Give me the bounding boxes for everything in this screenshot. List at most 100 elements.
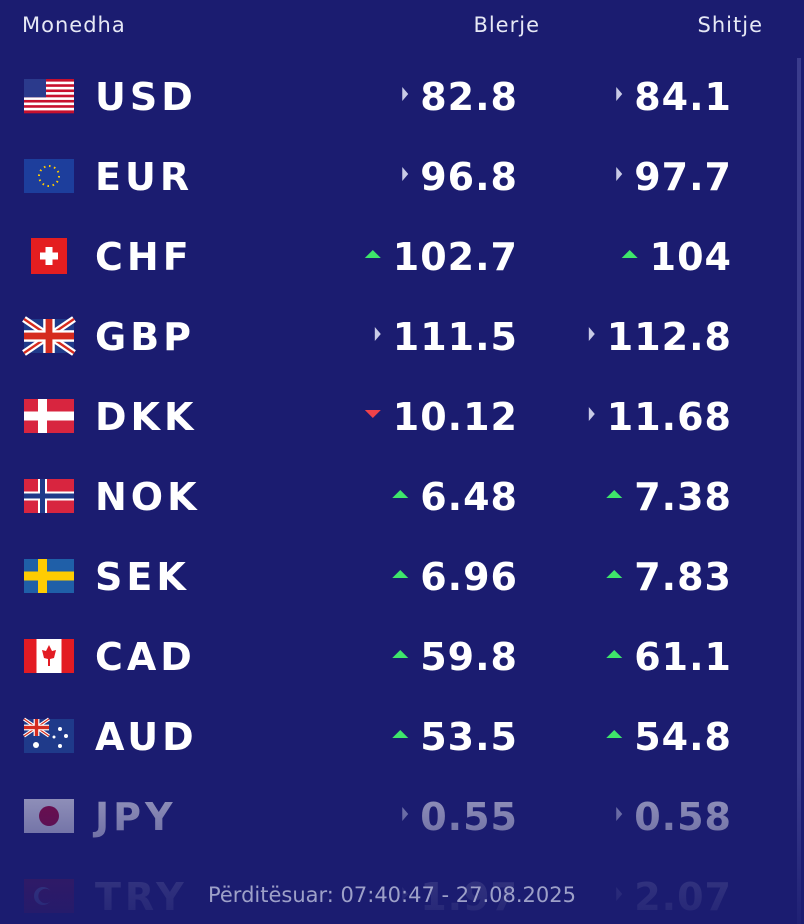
flag-icon	[24, 79, 74, 114]
trend-up-icon	[621, 250, 638, 258]
currency-code: CHF	[95, 235, 193, 279]
flag-part	[64, 734, 68, 738]
flag-part	[33, 742, 39, 748]
scrollbar[interactable]	[797, 58, 801, 924]
trend-down-icon	[364, 410, 381, 418]
trend-flat-icon	[616, 87, 623, 101]
flag-part	[24, 94, 74, 98]
currency-code: SEK	[95, 555, 190, 599]
trend-up-icon	[606, 650, 623, 658]
trend-up-icon	[364, 250, 381, 258]
buy-rate: 102.7	[393, 235, 518, 279]
currency-row: CHF 102.7 104	[31, 235, 732, 279]
trend-flat-icon	[402, 87, 409, 101]
sell-rate: 54.8	[634, 715, 732, 759]
trend-up-icon	[392, 650, 409, 658]
sell-rate: 84.1	[634, 75, 732, 119]
flag-part	[24, 105, 74, 109]
flag-part	[24, 639, 37, 673]
currency-row: AUD 53.5 54.8	[23, 715, 732, 759]
column-header: Blerje	[473, 13, 540, 37]
flag-icon	[24, 639, 74, 673]
flag-part	[24, 110, 74, 114]
buy-rate: 111.5	[393, 315, 518, 359]
flag-icon	[24, 399, 74, 433]
flag-part	[24, 89, 74, 93]
flag-part	[58, 744, 62, 748]
flag-part	[58, 727, 62, 731]
buy-rate: 59.8	[420, 635, 518, 679]
currency-code: EUR	[95, 155, 193, 199]
flag-part	[24, 411, 74, 421]
flag-part	[24, 79, 74, 82]
column-header: Shitje	[698, 13, 763, 37]
flag-part	[24, 97, 74, 101]
sell-rate: 112.8	[607, 315, 732, 359]
flag-part	[24, 571, 74, 581]
fade-overlay	[0, 770, 804, 924]
flag-icon	[22, 316, 76, 356]
currency-code: DKK	[95, 395, 197, 439]
flag-part	[24, 493, 74, 499]
currency-row: CAD 59.8 61.1	[24, 635, 732, 679]
trend-flat-icon	[616, 167, 623, 181]
currency-code: USD	[95, 75, 197, 119]
flag-part	[24, 84, 74, 88]
currency-code: NOK	[95, 475, 201, 519]
currency-row: GBP 111.5 112.8	[22, 315, 732, 359]
flag-part	[24, 79, 46, 98]
buy-rate: 10.12	[393, 395, 518, 439]
sell-rate: 7.83	[634, 555, 732, 599]
column-header: Monedha	[22, 13, 126, 37]
sell-rate: 97.7	[634, 155, 732, 199]
trend-up-icon	[606, 730, 623, 738]
buy-rate: 6.48	[420, 475, 518, 519]
buy-rate: 96.8	[420, 155, 518, 199]
sell-rate: 104	[650, 235, 732, 279]
buy-rate: 82.8	[420, 75, 518, 119]
trend-up-icon	[392, 570, 409, 578]
currency-code: AUD	[95, 715, 198, 759]
currency-row: NOK 6.48 7.38	[24, 475, 732, 519]
flag-icon	[23, 717, 74, 753]
flag-icon	[24, 479, 74, 513]
flag-part	[52, 735, 56, 739]
flag-part	[24, 102, 74, 106]
flag-part	[24, 81, 74, 85]
flag-part	[24, 332, 74, 340]
flag-part	[24, 99, 74, 103]
trend-flat-icon	[588, 407, 595, 421]
trend-up-icon	[392, 730, 409, 738]
flag-part	[24, 107, 74, 111]
flag-part	[42, 645, 56, 666]
buy-rate: 6.96	[420, 555, 518, 599]
flag-part	[40, 252, 58, 260]
flag-icon	[24, 159, 74, 193]
buy-rate: 53.5	[420, 715, 518, 759]
sell-rate: 61.1	[634, 635, 732, 679]
flag-part	[24, 725, 49, 730]
trend-up-icon	[606, 490, 623, 498]
trend-flat-icon	[374, 327, 381, 341]
currency-code: CAD	[95, 635, 196, 679]
flag-part	[38, 165, 60, 187]
trend-up-icon	[392, 490, 409, 498]
sell-rate: 7.38	[634, 475, 732, 519]
trend-flat-icon	[402, 167, 409, 181]
flag-icon	[31, 238, 67, 274]
updated-time: Përditësuar: 07:40:47 - 27.08.2025	[208, 883, 576, 907]
flag-part	[24, 92, 74, 95]
flag-part	[61, 639, 74, 673]
flag-part	[24, 86, 74, 90]
currency-row: DKK 10.12 11.68	[24, 395, 732, 439]
trend-up-icon	[606, 570, 623, 578]
currency-code: GBP	[95, 315, 195, 359]
flag-part	[24, 159, 74, 193]
flag-icon	[24, 559, 74, 593]
trend-flat-icon	[588, 327, 595, 341]
sell-rate: 11.68	[607, 395, 732, 439]
currency-row: USD 82.8 84.1	[24, 75, 732, 119]
currency-row: SEK 6.96 7.83	[24, 555, 732, 599]
